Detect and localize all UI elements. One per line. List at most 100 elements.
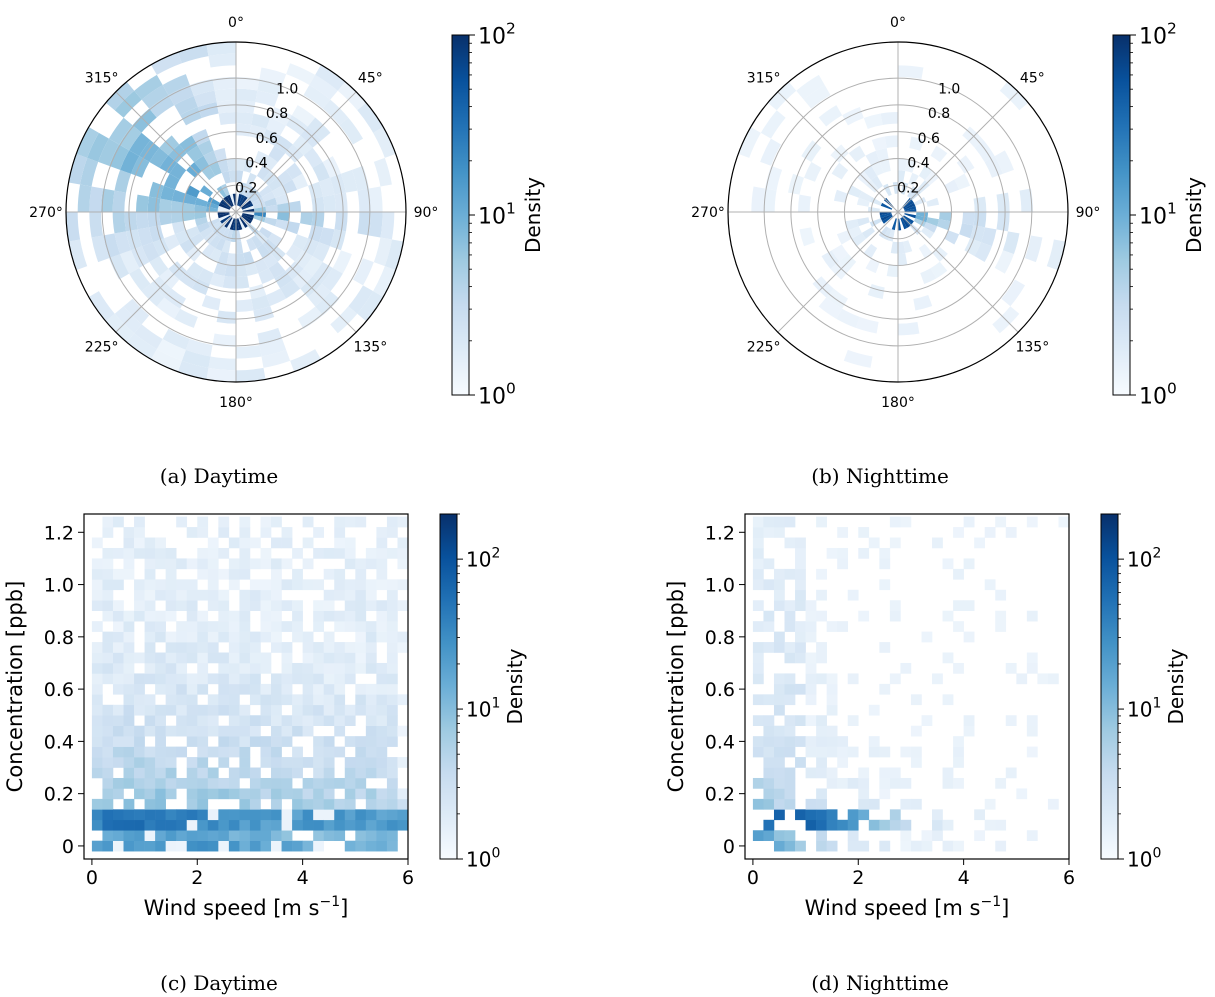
polar-cell bbox=[351, 165, 369, 191]
y-tick-label: 1.2 bbox=[44, 522, 74, 544]
y-tick-label: 0 bbox=[62, 836, 74, 858]
heatmap-cell bbox=[123, 840, 135, 852]
heatmap-cell bbox=[260, 600, 272, 612]
polar-cell bbox=[903, 240, 913, 254]
polar-cell bbox=[216, 185, 227, 198]
polar-cell bbox=[882, 227, 892, 241]
heatmap-cell bbox=[165, 673, 177, 685]
heatmap-cell bbox=[376, 736, 388, 747]
angle-tick-label: 135° bbox=[353, 339, 387, 355]
polar-cell bbox=[250, 192, 263, 203]
polar-cell bbox=[871, 136, 887, 151]
heatmap-cell bbox=[165, 662, 177, 674]
heatmap-cell bbox=[816, 673, 827, 685]
polar-cell bbox=[214, 88, 236, 103]
heatmap-cell bbox=[91, 736, 103, 747]
caption-d: (d) Nighttime bbox=[811, 971, 949, 995]
heatmap-cell bbox=[134, 683, 145, 695]
polar-cell bbox=[264, 197, 278, 207]
heatmap-cell bbox=[355, 516, 367, 528]
polar-cell bbox=[169, 162, 187, 180]
heatmap-cell bbox=[302, 537, 314, 549]
colorbar-label: Density bbox=[521, 177, 545, 253]
heatmap-cell bbox=[281, 642, 293, 653]
heatmap-cell bbox=[228, 840, 240, 852]
heatmap-cell bbox=[134, 757, 145, 768]
heatmap-cell bbox=[805, 746, 817, 758]
heatmap-cell bbox=[91, 767, 103, 779]
polar-cell bbox=[280, 279, 301, 299]
heatmap-cell bbox=[91, 579, 103, 591]
heatmap-cell bbox=[1037, 673, 1049, 685]
polar-cell bbox=[879, 212, 892, 216]
heatmap-cell bbox=[197, 662, 209, 674]
heatmap-cell bbox=[365, 704, 377, 716]
heatmap-cell bbox=[102, 767, 114, 779]
polar-cell bbox=[177, 44, 209, 64]
heatmap-cell bbox=[323, 715, 335, 727]
polar-cell bbox=[236, 170, 244, 183]
polar-cell bbox=[129, 132, 151, 157]
polar-cell bbox=[974, 242, 992, 263]
heatmap-cell bbox=[144, 819, 156, 831]
heatmap-cell bbox=[165, 819, 177, 831]
heatmap-cell bbox=[795, 621, 806, 632]
heatmap-cell bbox=[795, 757, 806, 768]
heatmap-cell bbox=[858, 777, 870, 789]
polar-cell bbox=[129, 267, 151, 292]
heatmap-cell bbox=[932, 819, 943, 831]
heatmap-cell bbox=[260, 830, 272, 842]
heatmap-cell bbox=[816, 736, 827, 747]
heatmap-cell bbox=[953, 662, 964, 674]
polar-cell bbox=[801, 140, 822, 162]
heatmap-cell bbox=[344, 788, 356, 800]
heatmap-cell bbox=[995, 840, 1007, 852]
radial-tick-label: 0.4 bbox=[245, 156, 267, 172]
heatmap-cell bbox=[144, 568, 156, 580]
heatmap-cell bbox=[176, 746, 188, 758]
polar-cell bbox=[291, 105, 316, 127]
polar-cell bbox=[796, 74, 825, 100]
angle-tick-label: 315° bbox=[747, 71, 781, 87]
polar-cell bbox=[207, 218, 221, 228]
heatmap-cell bbox=[942, 694, 954, 706]
heatmap-cell bbox=[1005, 662, 1017, 674]
heatmap-cell bbox=[292, 725, 303, 737]
heatmap-cell bbox=[365, 757, 377, 768]
heatmap-cell bbox=[239, 662, 251, 674]
colorbar-tick-label: 102 bbox=[466, 546, 500, 572]
heatmap-cell bbox=[155, 798, 166, 810]
polar-cell bbox=[156, 297, 181, 319]
heatmap-cell bbox=[197, 819, 209, 831]
colorbar-tick-label: 100 bbox=[478, 379, 516, 409]
polar-cell bbox=[209, 273, 225, 288]
heatmap-cell bbox=[365, 746, 377, 758]
heatmap-cell bbox=[795, 683, 806, 695]
heatmap-cell bbox=[239, 704, 251, 716]
polar-cell bbox=[321, 267, 343, 292]
x-axis-label: Wind speed [m s−1] bbox=[144, 894, 349, 920]
heatmap-cell bbox=[281, 600, 293, 612]
heatmap-cell bbox=[197, 589, 209, 601]
heatmap-cell bbox=[365, 819, 377, 831]
heatmap-cell bbox=[386, 736, 398, 747]
heatmap-cell bbox=[112, 673, 124, 685]
polar-cell bbox=[149, 256, 169, 277]
polar-cell bbox=[373, 127, 396, 158]
heatmap-cell bbox=[763, 516, 775, 528]
heatmap-cell bbox=[355, 610, 367, 622]
heatmap-cell bbox=[953, 736, 964, 747]
heatmap-cell bbox=[239, 537, 251, 549]
heatmap-cell bbox=[165, 547, 177, 559]
heatmap-cell bbox=[386, 610, 398, 622]
heatmap-cell bbox=[186, 631, 198, 643]
heatmap-cell bbox=[376, 673, 388, 685]
heatmap-cell bbox=[773, 683, 785, 695]
heatmap-cell bbox=[752, 568, 764, 580]
heatmap-cell bbox=[963, 631, 975, 643]
heatmap-cell bbox=[102, 662, 114, 674]
heatmap-cell bbox=[963, 725, 975, 737]
heatmap-cell bbox=[1026, 830, 1038, 842]
heatmap-cell bbox=[910, 840, 922, 852]
polar-cell bbox=[209, 248, 222, 263]
